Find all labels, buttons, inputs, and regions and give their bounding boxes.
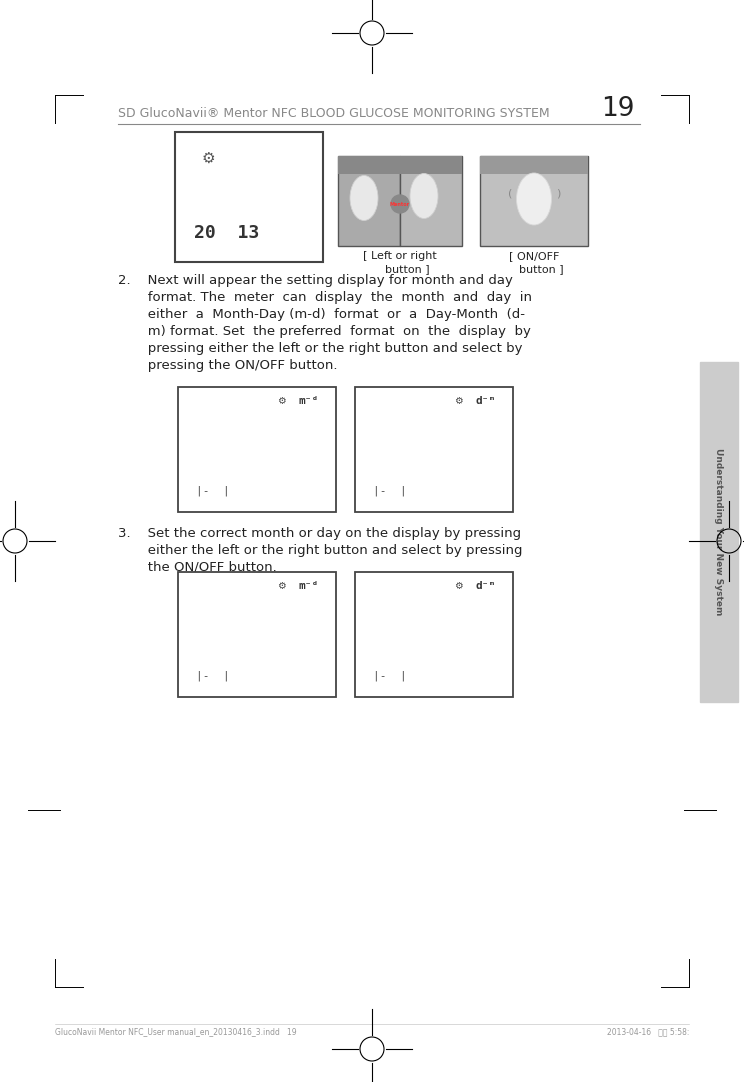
Text: either  a  Month-Day (m-d)  format  or  a  Day-Month  (d-: either a Month-Day (m-d) format or a Day… [118, 308, 525, 321]
Bar [700, 362, 738, 702]
Text: ⚙: ⚙ [277, 396, 286, 406]
Text: [ Left or right: [ Left or right [363, 251, 437, 261]
Text: 2013-04-16   오후 5:58:: 2013-04-16 오후 5:58: [606, 1027, 689, 1035]
Bar [480, 156, 588, 174]
Text: 3.    Set the correct month or day on the display by pressing: 3. Set the correct month or day on the d… [118, 527, 521, 540]
Text: ⚙: ⚙ [277, 581, 286, 591]
Text: ⚙: ⚙ [454, 581, 462, 591]
Text: |-  |: |- | [196, 486, 230, 496]
Text: pressing either the left or the right button and select by: pressing either the left or the right bu… [118, 342, 522, 355]
Text: 2.    Next will appear the setting display for month and day: 2. Next will appear the setting display … [118, 274, 513, 287]
Text: d⁻ᵐ: d⁻ᵐ [476, 396, 496, 406]
Bar [400, 156, 462, 246]
Bar [338, 156, 400, 246]
Text: m) format. Set  the preferred  format  on  the  display  by: m) format. Set the preferred format on t… [118, 325, 531, 338]
Text: the ON/OFF button.: the ON/OFF button. [118, 560, 277, 573]
Text: ⚙: ⚙ [454, 396, 462, 406]
Text: format. The  meter  can  display  the  month  and  day  in: format. The meter can display the month … [118, 291, 532, 304]
Text: button ]: button ] [504, 264, 563, 274]
Bar [178, 572, 336, 697]
Bar [178, 387, 336, 512]
Text: |-  |: |- | [373, 486, 407, 496]
Text: SD GlucoNavii® Mentor NFC BLOOD GLUCOSE MONITORING SYSTEM: SD GlucoNavii® Mentor NFC BLOOD GLUCOSE … [118, 107, 550, 120]
Text: ⚙: ⚙ [201, 150, 215, 166]
Text: ): ) [556, 189, 560, 199]
Bar [355, 387, 513, 512]
Text: Understanding Your New System: Understanding Your New System [714, 448, 723, 616]
Circle shape [391, 195, 409, 213]
Text: |-  |: |- | [196, 671, 230, 681]
Text: m⁻ᵈ: m⁻ᵈ [299, 581, 319, 591]
Text: pressing the ON/OFF button.: pressing the ON/OFF button. [118, 359, 338, 372]
Text: GlucoNavii Mentor NFC_User manual_en_20130416_3.indd   19: GlucoNavii Mentor NFC_User manual_en_201… [55, 1027, 297, 1035]
Bar [175, 132, 323, 262]
Text: button ]: button ] [371, 264, 429, 274]
Text: (: ( [508, 189, 513, 199]
Text: 20  13: 20 13 [194, 224, 260, 242]
Text: either the left or the right button and select by pressing: either the left or the right button and … [118, 544, 522, 557]
Text: 19: 19 [601, 96, 635, 122]
Text: |-  |: |- | [373, 671, 407, 681]
Ellipse shape [350, 175, 378, 221]
Bar [338, 156, 462, 174]
Bar [480, 156, 588, 246]
Text: d⁻ᵐ: d⁻ᵐ [476, 581, 496, 591]
Bar [355, 572, 513, 697]
Ellipse shape [410, 173, 438, 219]
Text: [ ON/OFF: [ ON/OFF [509, 251, 559, 261]
Ellipse shape [516, 173, 551, 225]
Text: m⁻ᵈ: m⁻ᵈ [299, 396, 319, 406]
Text: Mentor: Mentor [390, 201, 410, 207]
